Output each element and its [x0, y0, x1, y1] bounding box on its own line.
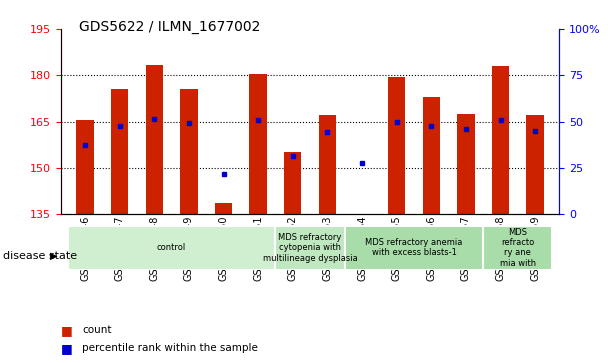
Bar — [180, 89, 198, 214]
Text: control: control — [157, 243, 186, 252]
Text: disease state: disease state — [3, 251, 77, 261]
Text: MDS refractory
cytopenia with
multilineage dysplasia: MDS refractory cytopenia with multilinea… — [263, 233, 358, 263]
Bar — [492, 66, 509, 214]
Bar — [249, 74, 267, 214]
Bar — [388, 77, 406, 214]
Bar — [146, 65, 163, 214]
Bar — [275, 226, 345, 269]
Bar — [457, 114, 474, 214]
Text: GDS5622 / ILMN_1677002: GDS5622 / ILMN_1677002 — [79, 20, 260, 34]
Bar — [67, 226, 275, 269]
Bar — [527, 115, 544, 214]
Text: percentile rank within the sample: percentile rank within the sample — [82, 343, 258, 354]
Bar — [77, 120, 94, 214]
Text: ■: ■ — [61, 324, 72, 337]
Bar — [423, 97, 440, 214]
Bar — [215, 203, 232, 214]
Text: count: count — [82, 325, 112, 335]
Text: MDS
refracto
ry ane
mia with: MDS refracto ry ane mia with — [500, 228, 536, 268]
Bar — [483, 226, 553, 269]
Text: MDS refractory anemia
with excess blasts-1: MDS refractory anemia with excess blasts… — [365, 238, 463, 257]
Text: ▶: ▶ — [50, 251, 57, 261]
Bar — [345, 226, 483, 269]
Bar — [284, 152, 302, 214]
Text: ■: ■ — [61, 342, 72, 355]
Bar — [111, 89, 128, 214]
Bar — [319, 115, 336, 214]
